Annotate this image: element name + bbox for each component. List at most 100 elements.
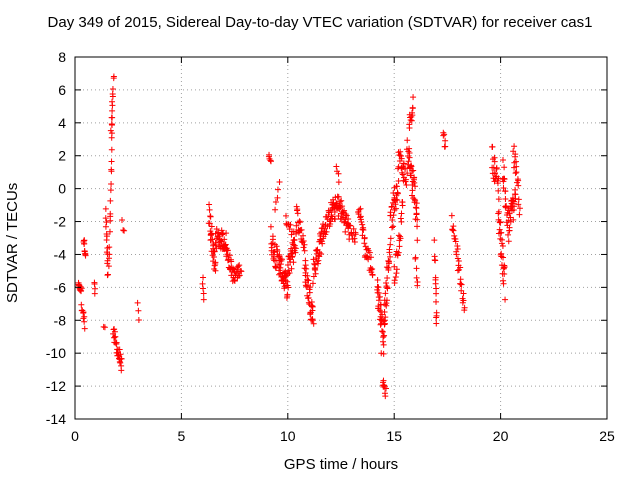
data-point: [496, 226, 503, 233]
data-point: [433, 320, 440, 327]
data-point: [103, 219, 110, 226]
data-point: [209, 236, 216, 243]
data-point: [512, 153, 519, 160]
data-point: [357, 213, 364, 220]
data-point: [392, 274, 399, 281]
y-tick-label: 0: [58, 181, 66, 197]
data-point: [301, 265, 308, 272]
data-point: [102, 205, 109, 212]
data-point: [312, 270, 319, 277]
data-point: [397, 235, 404, 242]
data-point: [274, 261, 281, 268]
data-point: [413, 265, 420, 272]
data-point: [305, 277, 312, 284]
data-point: [108, 146, 115, 153]
data-point: [408, 117, 415, 124]
data-point: [513, 169, 520, 176]
data-point: [406, 124, 413, 131]
data-point: [333, 163, 340, 170]
data-point: [81, 325, 88, 332]
data-point: [506, 227, 513, 234]
data-point: [312, 267, 319, 274]
y-tick-label: 8: [58, 49, 66, 65]
data-point: [399, 171, 406, 178]
data-point: [383, 280, 390, 287]
data-point: [302, 262, 309, 269]
data-point: [388, 203, 395, 210]
data-point: [106, 244, 113, 251]
data-point: [380, 350, 387, 357]
data-point: [433, 312, 440, 319]
data-point: [301, 247, 308, 254]
data-point: [347, 222, 354, 229]
data-point: [409, 187, 416, 194]
data-point: [105, 263, 112, 270]
data-point: [403, 181, 410, 188]
data-point: [108, 168, 115, 175]
data-point: [389, 217, 396, 224]
data-point: [449, 226, 456, 233]
data-point: [78, 285, 85, 292]
data-point: [369, 272, 376, 279]
data-point: [376, 293, 383, 300]
data-point: [313, 247, 320, 254]
data-point: [499, 157, 506, 164]
data-point: [402, 176, 409, 183]
data-point: [390, 223, 397, 230]
data-point: [495, 175, 502, 182]
data-point: [394, 252, 401, 259]
data-point: [351, 238, 358, 245]
data-point: [282, 212, 289, 219]
data-point: [108, 120, 115, 127]
plot-frame: [74, 56, 608, 420]
data-point: [515, 182, 522, 189]
data-point: [200, 285, 207, 292]
data-point: [383, 297, 390, 304]
data-point: [409, 105, 416, 112]
data-point: [210, 254, 217, 261]
data-point: [516, 205, 523, 212]
y-tick-label: 6: [58, 82, 66, 98]
data-point: [369, 265, 376, 272]
data-point: [397, 152, 404, 159]
data-point: [236, 262, 243, 269]
data-point: [509, 195, 516, 201]
data-point: [433, 290, 440, 297]
data-point: [274, 186, 281, 193]
data-point: [106, 228, 113, 235]
data-point: [414, 216, 421, 223]
data-point: [291, 236, 298, 243]
data-point: [226, 252, 233, 259]
data-point: [200, 274, 207, 281]
data-point: [501, 262, 508, 269]
data-point: [335, 193, 342, 200]
data-point: [366, 249, 373, 256]
data-point: [380, 341, 387, 348]
data-point: [314, 246, 321, 253]
data-point: [392, 205, 399, 212]
data-point: [342, 228, 349, 235]
data-point: [390, 212, 397, 219]
data-point: [349, 232, 356, 239]
data-point: [276, 179, 283, 186]
data-point: [395, 249, 402, 256]
data-point: [118, 362, 125, 369]
data-point: [238, 268, 245, 275]
data-point: [405, 158, 412, 165]
data-point: [460, 290, 467, 297]
x-tick-label: 15: [386, 428, 402, 444]
data-point: [102, 223, 109, 230]
data-point: [335, 170, 342, 177]
data-point: [320, 225, 327, 232]
data-point: [318, 251, 325, 258]
data-point: [387, 235, 394, 242]
data-point: [404, 137, 411, 144]
data-point: [107, 187, 114, 194]
data-point: [515, 196, 522, 203]
data-point: [323, 228, 330, 235]
data-point: [412, 183, 419, 190]
data-point: [433, 285, 440, 292]
data-point: [290, 259, 297, 266]
data-point: [394, 197, 401, 204]
data-point: [268, 244, 275, 251]
